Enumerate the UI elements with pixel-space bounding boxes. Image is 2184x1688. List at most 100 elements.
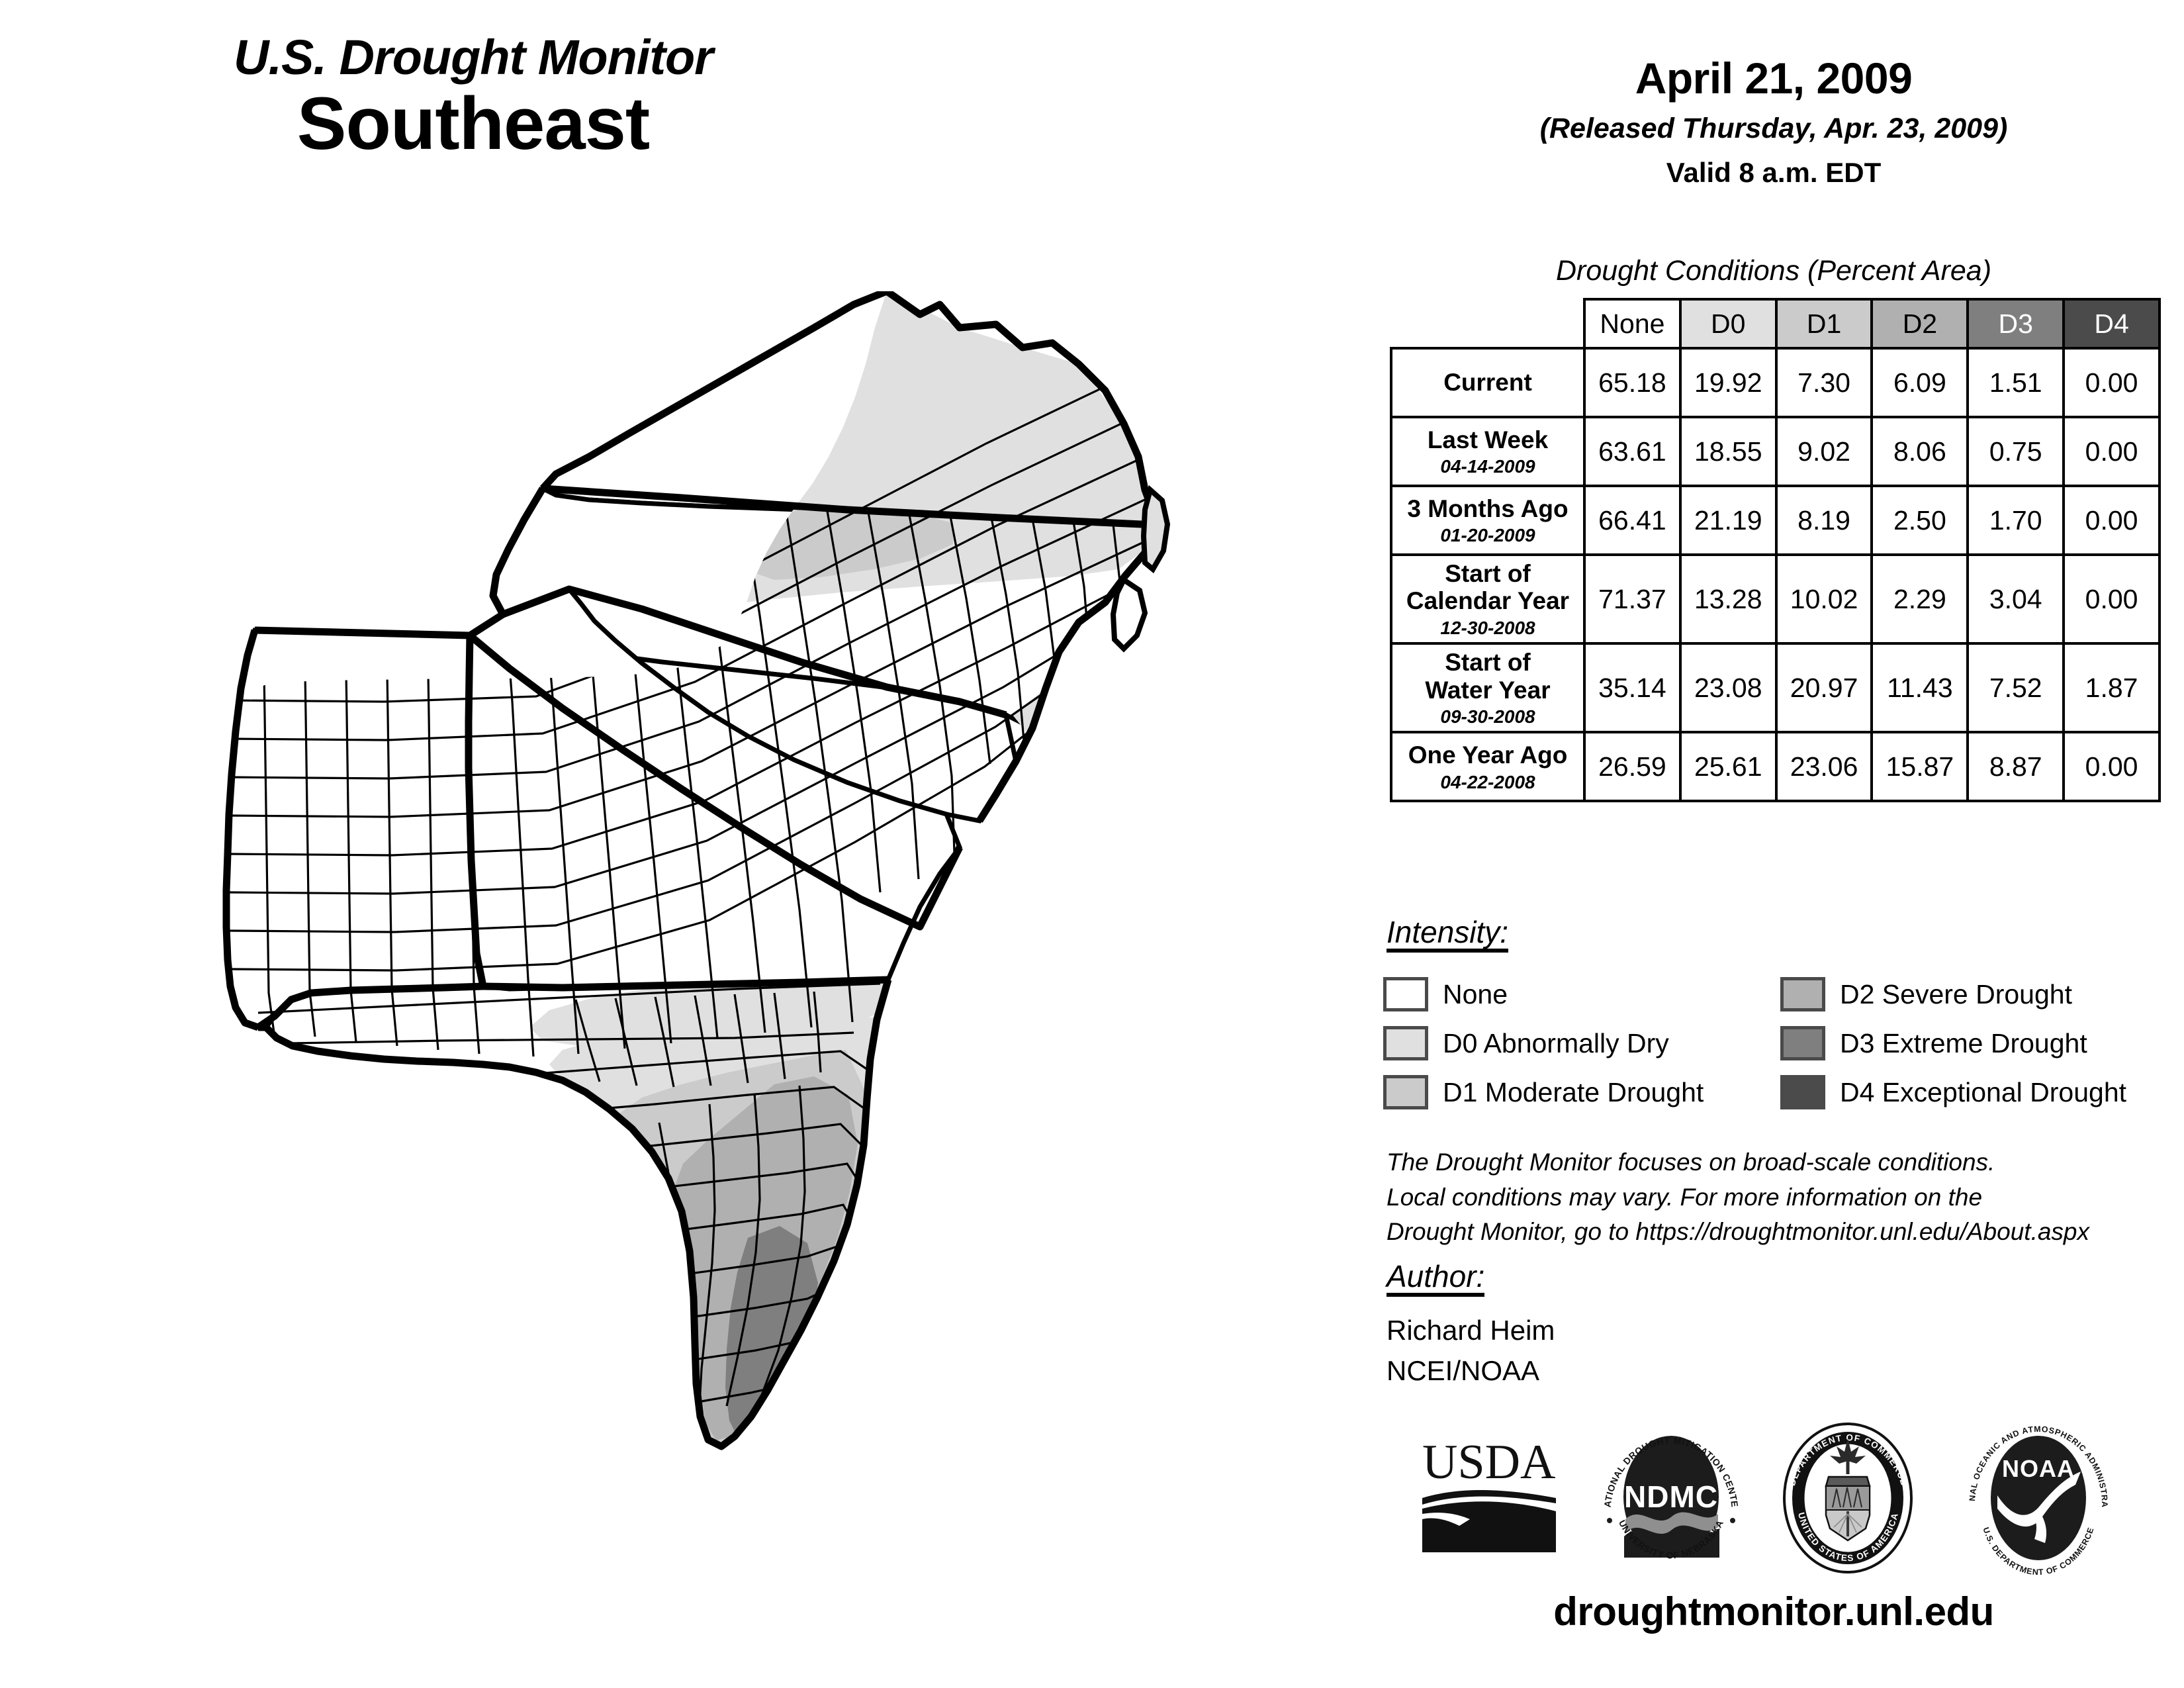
cell-d2: 2.50 — [1870, 485, 1970, 556]
logo-row: USDA NATIONAL DROUGHT MITIGATION CENTER — [1377, 1411, 2177, 1579]
cell-d1: 23.06 — [1774, 731, 1874, 803]
cell-d4: 0.00 — [2062, 347, 2161, 418]
overlay-d1-nc-piedmont — [739, 510, 953, 580]
disclaimer-line-2: Local conditions may vary. For more info… — [1387, 1183, 1983, 1211]
cell-d1: 9.02 — [1774, 416, 1874, 487]
cell-d3: 1.51 — [1966, 347, 2066, 418]
cell-d4: 0.00 — [2062, 416, 2161, 487]
cell-d0: 21.19 — [1678, 485, 1778, 556]
cell-d3: 1.70 — [1966, 485, 2066, 556]
column-header-none: None — [1583, 298, 1682, 350]
legend-label-d1: D1 Moderate Drought — [1443, 1076, 1704, 1107]
author-name: Richard Heim — [1387, 1315, 1555, 1346]
table-body: Current 65.18 19.92 7.30 6.09 1.51 0.00 Last We… — [1390, 347, 2161, 803]
legend-item-d1: D1 Moderate Drought — [1383, 1068, 1780, 1117]
cell-d1: 7.30 — [1774, 347, 1874, 418]
legend-item-d0: D0 Abnormally Dry — [1383, 1019, 1780, 1068]
table-row: One Year Ago 04-22-2008 26.59 25.61 23.06 15.… — [1390, 731, 2161, 803]
noaa-logo-svg: NATIONAL OCEANIC AND ATMOSPHERIC ADMINIS… — [1956, 1414, 2109, 1577]
drought-conditions-table: None D0 D1 D2 D3 D4 Current 65.18 19.92 7.3… — [1390, 298, 2161, 803]
legend-label-d3: D3 Extreme Drought — [1840, 1027, 2087, 1058]
column-header-d4: D4 — [2062, 298, 2161, 350]
author-heading: Author: — [1387, 1261, 1485, 1297]
cell-d1: 10.02 — [1774, 553, 1874, 645]
cell-none: 65.18 — [1583, 347, 1682, 418]
legend-item-d2: D2 Severe Drought — [1780, 970, 2184, 1019]
usda-logo-svg: USDA — [1422, 1435, 1556, 1552]
column-header-d2: D2 — [1870, 298, 1970, 350]
cell-none: 35.14 — [1583, 642, 1682, 734]
cell-d2: 2.29 — [1870, 553, 1970, 645]
table-row: Start of Water Year 09-30-2008 35.14 23.08 20… — [1390, 642, 2161, 734]
row-label: Current — [1390, 347, 1586, 418]
right-panel: April 21, 2009 (Released Thursday, Apr. … — [1363, 0, 2184, 1688]
page-title-region: Southeast — [296, 82, 650, 165]
cell-none: 63.61 — [1583, 416, 1682, 487]
footer-url[interactable]: droughtmonitor.unl.edu — [1553, 1589, 1994, 1634]
row-subdate: 01-20-2009 — [1440, 525, 1535, 546]
row-label: Last Week 04-14-2009 — [1390, 416, 1586, 487]
row-label: Start of Calendar Year 12-30-2008 — [1390, 553, 1586, 645]
map-offshore-islands — [1110, 485, 1171, 653]
legend-item-d4: D4 Exceptional Drought — [1780, 1068, 2184, 1117]
cell-d4: 0.00 — [2062, 553, 2161, 645]
column-header-d1: D1 — [1774, 298, 1874, 350]
cell-d3: 0.75 — [1966, 416, 2066, 487]
legend-item-d3: D3 Extreme Drought — [1780, 1019, 2184, 1068]
cell-d3: 7.52 — [1966, 642, 2066, 734]
ndmc-logo-svg: NATIONAL DROUGHT MITIGATION CENTER UNIVE… — [1592, 1411, 1740, 1560]
table-row: Last Week 04-14-2009 63.61 18.55 9.02 8.06 0.7… — [1390, 416, 2161, 487]
svg-text:USDA: USDA — [1422, 1435, 1555, 1489]
cell-d2: 11.43 — [1870, 642, 1970, 734]
row-subdate: 04-22-2008 — [1440, 771, 1535, 792]
left-panel: U.S. Drought Monitor Southeast — [218, 33, 1185, 1456]
legend-swatch-d0 — [1383, 1026, 1428, 1060]
cell-d0: 13.28 — [1678, 553, 1778, 645]
usda-logo: USDA — [1420, 1434, 1559, 1564]
row-label: Start of Water Year 09-30-2008 — [1390, 642, 1586, 734]
legend-swatch-d4 — [1780, 1075, 1825, 1109]
column-header-d0: D0 — [1678, 298, 1778, 350]
cell-d0: 19.92 — [1678, 347, 1778, 418]
legend-label-d4: D4 Exceptional Drought — [1840, 1076, 2127, 1107]
table-row: Start of Calendar Year 12-30-2008 71.37 13.2… — [1390, 553, 2161, 645]
noaa-logo: NATIONAL OCEANIC AND ATMOSPHERIC ADMINIS… — [1956, 1414, 2118, 1578]
drought-map — [218, 291, 1185, 1456]
cell-d4: 0.00 — [2062, 485, 2161, 556]
legend-label-none: None — [1443, 978, 1508, 1009]
released-date: (Released Thursday, Apr. 23, 2009) — [1539, 113, 2008, 144]
legend-swatch-none — [1383, 977, 1428, 1011]
row-label: 3 Months Ago 01-20-2009 — [1390, 485, 1586, 556]
author-affiliation: NCEI/NOAA — [1387, 1354, 1540, 1386]
table-header-row: None D0 D1 D2 D3 D4 — [1391, 298, 2161, 350]
table-row: 3 Months Ago 01-20-2009 66.41 21.19 8.19 2.50… — [1390, 485, 2161, 556]
date-block: April 21, 2009 (Released Thursday, Apr. … — [1363, 53, 2184, 189]
cell-d3: 3.04 — [1966, 553, 2066, 645]
table-corner-blank — [1391, 299, 1584, 348]
map-svg — [222, 291, 1171, 1450]
cell-d0: 23.08 — [1678, 642, 1778, 734]
map-state-borders — [222, 291, 1159, 1450]
svg-text:NOAA: NOAA — [2002, 1455, 2075, 1482]
cell-d2: 6.09 — [1870, 347, 1970, 418]
doc-seal: DEPARTMENT OF COMMERCE UNITED STATES OF … — [1777, 1423, 1919, 1577]
svg-text:NDMC: NDMC — [1624, 1479, 1718, 1514]
cell-d4: 1.87 — [2062, 642, 2161, 734]
disclaimer-line-3: Drought Monitor, go to https://droughtmo… — [1387, 1218, 2089, 1246]
row-subdate: 12-30-2008 — [1440, 617, 1535, 638]
cell-none: 66.41 — [1583, 485, 1682, 556]
cell-d1: 20.97 — [1774, 642, 1874, 734]
legend-label-d0: D0 Abnormally Dry — [1443, 1027, 1669, 1058]
row-label: One Year Ago 04-22-2008 — [1390, 731, 1586, 803]
intensity-heading: Intensity: — [1387, 917, 1509, 953]
ndmc-logo: NATIONAL DROUGHT MITIGATION CENTER UNIVE… — [1592, 1411, 1747, 1577]
cell-none: 71.37 — [1583, 553, 1682, 645]
legend-label-d2: D2 Severe Drought — [1840, 978, 2072, 1009]
cell-d0: 18.55 — [1678, 416, 1778, 487]
release-date: April 21, 2009 — [1635, 54, 1913, 103]
cell-d3: 8.87 — [1966, 731, 2066, 803]
cell-d4: 0.00 — [2062, 731, 2161, 803]
row-subdate: 04-14-2009 — [1440, 456, 1535, 477]
cell-d2: 8.06 — [1870, 416, 1970, 487]
intensity-legend: None D2 Severe Drought D0 Abnormally Dry D3… — [1383, 970, 2184, 1117]
